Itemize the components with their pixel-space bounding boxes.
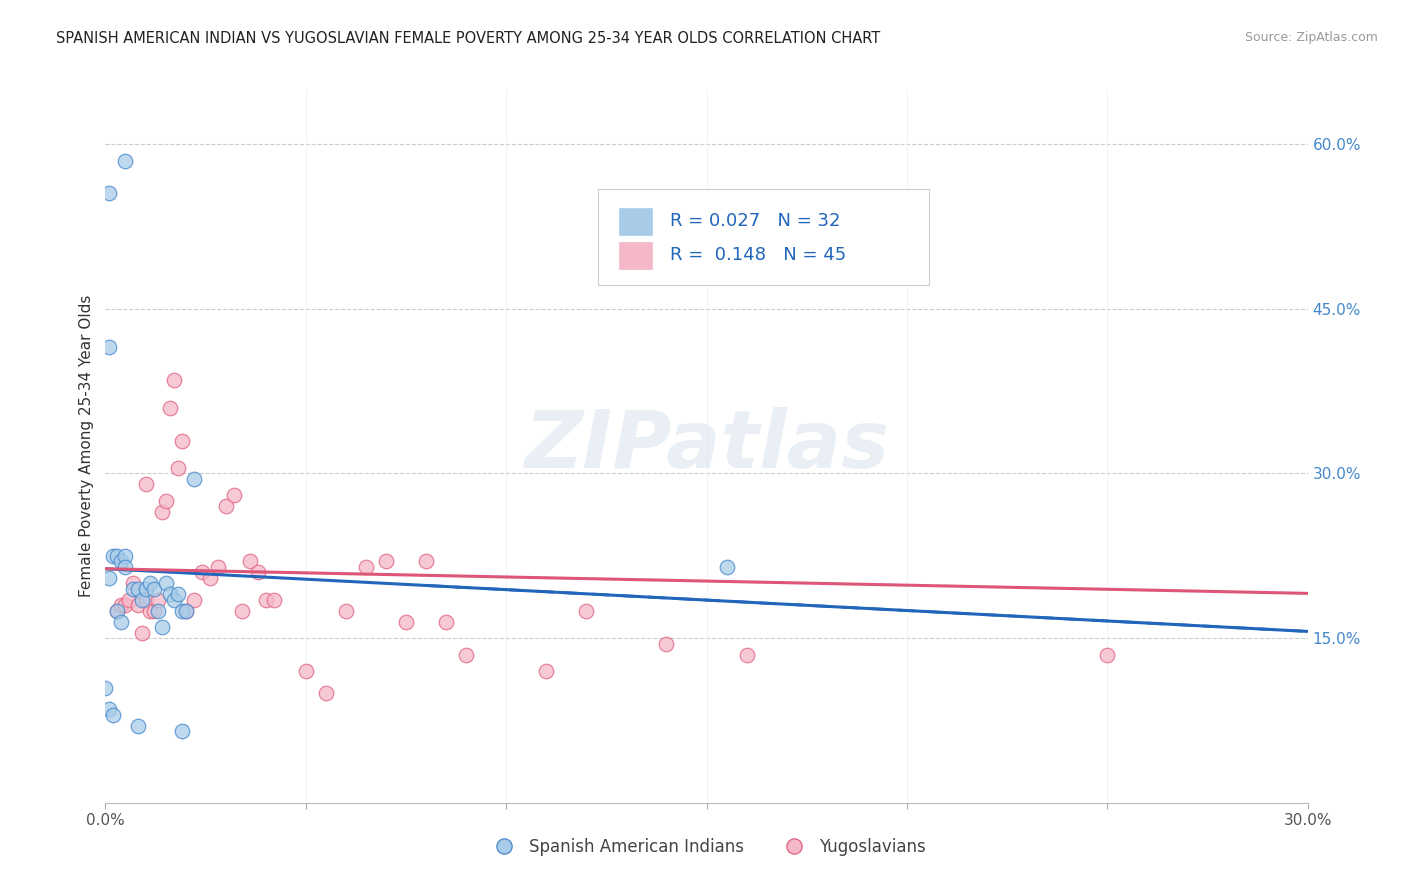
Point (222, 488, 245, 502)
Point (146, 592, 169, 607)
Point (231, 604, 253, 618)
Bar (619, 242, 652, 269)
Point (198, 571, 221, 585)
Point (735, 648, 758, 662)
Point (166, 461, 188, 475)
Point (142, 582, 165, 596)
Point (155, 494, 177, 508)
Point (103, 549, 125, 563)
Point (94, 681, 117, 695)
Point (127, 719, 149, 733)
Point (110, 598, 132, 612)
Point (170, 434, 193, 448)
Point (170, 724, 193, 739)
Point (159, 401, 181, 415)
Point (162, 373, 184, 387)
Point (655, 637, 678, 651)
Point (415, 554, 437, 568)
Point (98, 340, 121, 354)
Point (135, 582, 157, 596)
Point (896, 241, 918, 255)
Point (159, 587, 181, 601)
Text: R = 0.027   N = 32: R = 0.027 N = 32 (671, 212, 841, 230)
FancyBboxPatch shape (599, 189, 929, 285)
Point (150, 620, 173, 634)
Point (98, 186, 121, 201)
Point (114, 598, 136, 612)
Point (98, 702, 121, 716)
Point (146, 604, 169, 618)
Point (434, 615, 457, 629)
Text: Source: ZipAtlas.com: Source: ZipAtlas.com (1244, 31, 1378, 45)
Point (454, 648, 477, 662)
Point (127, 582, 149, 596)
Point (142, 604, 165, 618)
Point (110, 615, 132, 629)
Point (335, 604, 357, 618)
Point (716, 559, 738, 574)
Point (150, 505, 173, 519)
Point (127, 598, 149, 612)
Point (107, 549, 129, 563)
Point (110, 554, 132, 568)
Point (122, 582, 145, 596)
Point (135, 477, 157, 491)
Point (98, 571, 121, 585)
Point (395, 615, 418, 629)
Point (103, 708, 125, 723)
Point (239, 554, 262, 568)
Text: ZIPatlas: ZIPatlas (524, 407, 889, 485)
Point (354, 559, 377, 574)
Point (138, 604, 160, 618)
Point (174, 604, 197, 618)
Point (207, 559, 229, 574)
Point (315, 686, 337, 700)
Point (214, 500, 236, 514)
Point (131, 625, 153, 640)
Point (114, 549, 136, 563)
Point (166, 587, 188, 601)
Point (1097, 648, 1119, 662)
Point (374, 554, 398, 568)
Point (263, 592, 285, 607)
Point (107, 604, 129, 618)
Point (155, 576, 177, 591)
Point (122, 576, 145, 591)
Text: SPANISH AMERICAN INDIAN VS YUGOSLAVIAN FEMALE POVERTY AMONG 25-34 YEAR OLDS CORR: SPANISH AMERICAN INDIAN VS YUGOSLAVIAN F… (56, 31, 880, 46)
Point (131, 592, 153, 607)
Legend: Spanish American Indians, Yugoslavians: Spanish American Indians, Yugoslavians (481, 831, 932, 863)
Point (114, 153, 136, 168)
Point (190, 566, 212, 580)
Y-axis label: Female Poverty Among 25-34 Year Olds: Female Poverty Among 25-34 Year Olds (79, 295, 94, 597)
Point (135, 592, 157, 607)
Point (114, 559, 136, 574)
Bar (619, 208, 652, 235)
Text: R =  0.148   N = 45: R = 0.148 N = 45 (671, 246, 846, 264)
Point (534, 664, 557, 678)
Point (575, 604, 598, 618)
Point (174, 604, 197, 618)
Point (183, 592, 205, 607)
Point (246, 566, 269, 580)
Point (295, 664, 318, 678)
Point (138, 576, 160, 591)
Point (107, 604, 129, 618)
Point (170, 604, 193, 618)
Point (183, 472, 205, 486)
Point (254, 592, 277, 607)
Point (162, 592, 184, 607)
Point (118, 592, 141, 607)
